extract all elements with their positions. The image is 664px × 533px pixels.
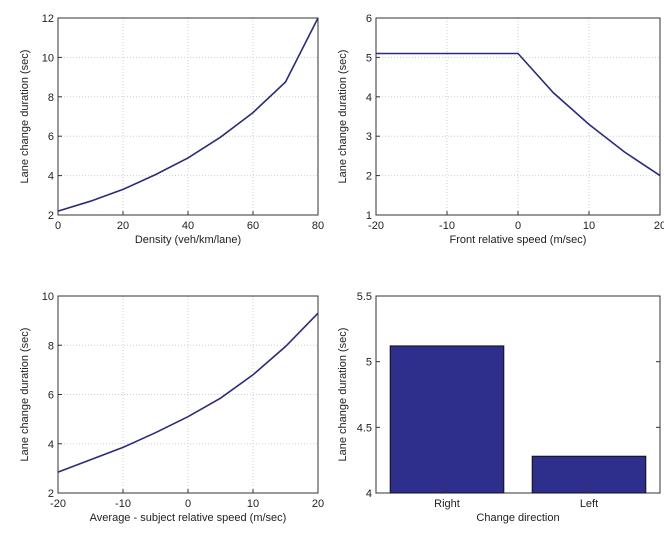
y-tick-label: 2 — [48, 210, 54, 222]
x-tick-label: -10 — [115, 498, 131, 510]
x-tick-label: 20 — [654, 220, 664, 232]
x-tick-label: -10 — [439, 220, 455, 232]
plot-frame — [57, 17, 319, 216]
x-tick-label: 10 — [247, 498, 259, 510]
y-axis-label: Lane change duration (sec) — [337, 328, 349, 462]
chart-panel-1: 0 20 40 60 80 2 4 6 8 10 12 Density (veh/km/lane) La… — [19, 13, 324, 246]
x-tick-label: Left — [580, 498, 598, 510]
x-tick-label: -20 — [368, 220, 384, 232]
x-tick-label: 80 — [312, 220, 324, 232]
y-tick-label: 10 — [42, 52, 54, 64]
series-line — [57, 312, 319, 473]
series-line — [376, 52, 661, 177]
x-tick-label: 60 — [247, 220, 259, 232]
plot-frame — [375, 295, 661, 494]
bar — [389, 345, 505, 494]
x-tick-label: -20 — [50, 498, 66, 510]
y-tick-label: 2 — [48, 488, 54, 500]
y-tick-label: 8 — [48, 340, 54, 352]
x-tick-label: 20 — [117, 220, 129, 232]
y-tick-label: 5.5 — [357, 291, 372, 303]
chart-panel-2: -20 -10 0 10 20 1 2 3 4 5 6 Front relative speed (m… — [337, 13, 664, 246]
y-axis-label: Lane change duration (sec) — [19, 50, 31, 184]
x-tick-label: Right — [434, 498, 460, 510]
y-tick-label: 10 — [42, 291, 54, 303]
y-axis-label: Lane change duration (sec) — [337, 50, 349, 184]
y-tick-label: 4 — [366, 92, 372, 104]
y-tick-label: 6 — [48, 390, 54, 402]
bar — [531, 455, 647, 494]
y-tick-label: 4 — [48, 439, 54, 451]
x-tick-label: 0 — [55, 220, 61, 232]
y-tick-label: 12 — [42, 13, 54, 25]
y-tick-label: 4.5 — [357, 422, 372, 434]
y-tick-label: 8 — [48, 92, 54, 104]
chart-panel-4: 4 4.5 5 5.5 Right Left Change direction Lane ch… — [337, 291, 661, 524]
y-tick-label: 5 — [366, 52, 372, 64]
x-axis-label: Change direction — [476, 512, 559, 524]
x-axis-label: Average - subject relative speed (m/sec) — [90, 512, 287, 524]
x-tick-label: 10 — [583, 220, 595, 232]
y-tick-label: 6 — [48, 131, 54, 143]
y-tick-label: 5 — [366, 357, 372, 369]
x-tick-label: 0 — [515, 220, 521, 232]
x-tick-label: 40 — [182, 220, 194, 232]
chart-panel-3: -20 -10 0 10 20 2 4 6 8 10 Average - subject relat… — [19, 291, 324, 524]
y-tick-label: 6 — [366, 13, 372, 25]
x-tick-label: 20 — [312, 498, 324, 510]
x-axis-label: Front relative speed (m/sec) — [450, 234, 587, 246]
x-axis-label: Density (veh/km/lane) — [135, 234, 241, 246]
y-tick-label: 2 — [366, 171, 372, 183]
y-axis-label: Lane change duration (sec) — [19, 328, 31, 462]
y-tick-label: 1 — [366, 210, 372, 222]
y-tick-label: 4 — [48, 171, 54, 183]
plot-frame — [375, 17, 661, 216]
y-tick-label: 3 — [366, 131, 372, 143]
x-tick-label: 0 — [185, 498, 191, 510]
y-tick-label: 4 — [366, 488, 372, 500]
series-line — [57, 17, 319, 212]
